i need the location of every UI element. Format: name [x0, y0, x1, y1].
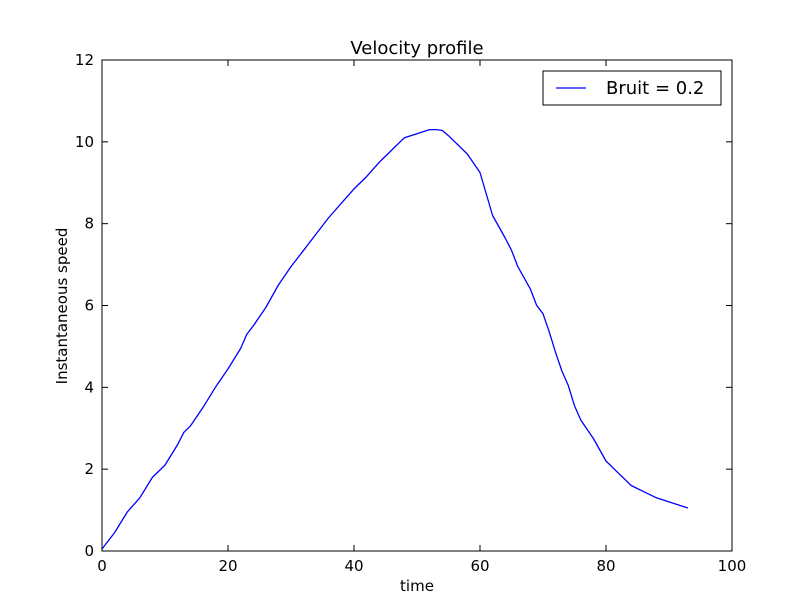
- y-tick-label: 4: [84, 378, 94, 396]
- y-tick-label: 12: [75, 51, 94, 69]
- y-tick-label: 10: [75, 133, 94, 151]
- legend-label: Bruit = 0.2: [606, 78, 704, 99]
- x-tick-label: 40: [344, 557, 363, 575]
- x-axis-label: time: [400, 577, 434, 595]
- plot-area: 0 20 40 60 80 100 0 2 4 6 8 10 12: [75, 51, 746, 575]
- x-tick-label: 60: [470, 557, 489, 575]
- y-tick-label: 6: [84, 297, 94, 315]
- x-tick-label: 0: [97, 557, 107, 575]
- y-tick-label: 8: [84, 215, 94, 233]
- y-tick-label: 0: [84, 542, 94, 560]
- y-tick-label: 2: [84, 460, 94, 478]
- legend: Bruit = 0.2: [542, 70, 722, 106]
- x-tick-label: 100: [718, 557, 747, 575]
- series-line: [101, 128, 689, 550]
- series-group: [101, 128, 689, 550]
- chart-title: Velocity profile: [350, 38, 483, 59]
- ticks-group: 0 20 40 60 80 100 0 2 4 6 8 10 12: [75, 51, 746, 575]
- x-tick-label: 80: [596, 557, 615, 575]
- y-axis-label: Instantaneous speed: [53, 228, 71, 385]
- x-tick-label: 20: [218, 557, 237, 575]
